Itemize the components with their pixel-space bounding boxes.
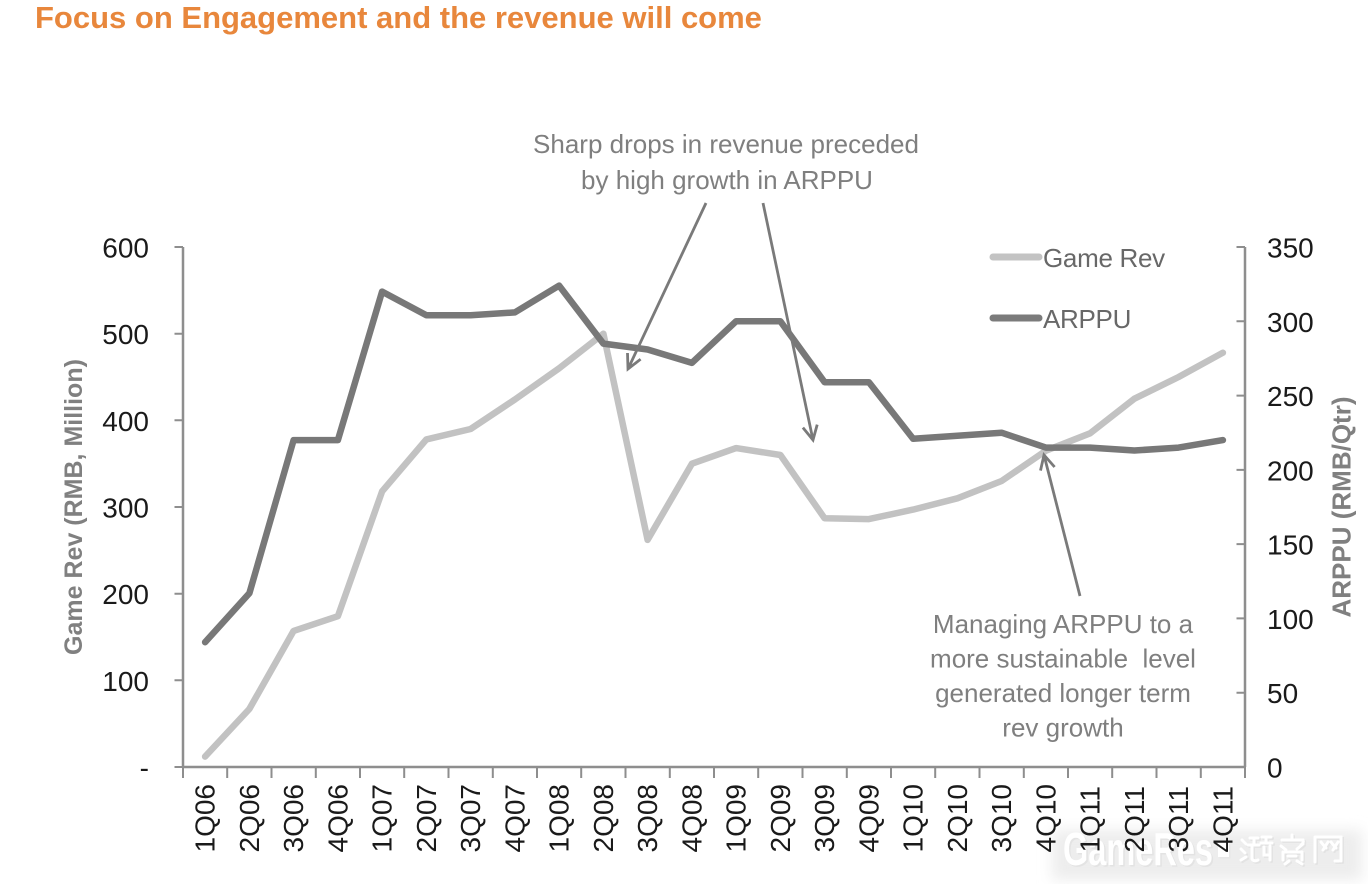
- svg-text:Sharp drops in revenue precede: Sharp drops in revenue preceded: [533, 129, 919, 159]
- svg-text:generated longer term: generated longer term: [935, 678, 1191, 708]
- svg-text:Game Rev: Game Rev: [1043, 243, 1165, 273]
- svg-text:1Q09: 1Q09: [721, 784, 752, 853]
- svg-text:1Q06: 1Q06: [190, 784, 221, 853]
- svg-text:1Q07: 1Q07: [367, 784, 398, 853]
- svg-text:Focus on Engagement and the re: Focus on Engagement and the revenue will…: [35, 0, 762, 35]
- svg-text:by high growth in ARPPU: by high growth in ARPPU: [581, 165, 873, 195]
- svg-text:3Q08: 3Q08: [632, 784, 663, 853]
- svg-text:3Q09: 3Q09: [809, 784, 840, 853]
- svg-text:Managing ARPPU to a: Managing ARPPU to a: [933, 609, 1194, 639]
- svg-text:ARPPU: ARPPU: [1043, 304, 1131, 334]
- svg-text:200: 200: [102, 579, 149, 610]
- svg-text:2Q11: 2Q11: [1119, 786, 1150, 852]
- svg-text:3Q07: 3Q07: [455, 784, 486, 853]
- svg-text:4Q11: 4Q11: [1207, 786, 1238, 852]
- svg-text:350: 350: [1267, 233, 1314, 264]
- svg-text:4Q10: 4Q10: [1030, 784, 1061, 853]
- svg-text:1Q08: 1Q08: [544, 784, 575, 853]
- svg-text:3Q06: 3Q06: [278, 784, 309, 853]
- svg-text:100: 100: [102, 666, 149, 697]
- svg-text:500: 500: [102, 319, 149, 350]
- svg-text:2Q07: 2Q07: [411, 784, 442, 853]
- svg-text:400: 400: [102, 406, 149, 437]
- svg-text:4Q08: 4Q08: [676, 784, 707, 853]
- svg-text:2Q08: 2Q08: [588, 784, 619, 853]
- svg-text:GameRes: GameRes: [1063, 823, 1213, 875]
- svg-text:3Q11: 3Q11: [1163, 786, 1194, 852]
- svg-text:4Q06: 4Q06: [322, 784, 353, 853]
- svg-text:50: 50: [1267, 678, 1298, 709]
- svg-text:250: 250: [1267, 381, 1314, 412]
- svg-text:100: 100: [1267, 604, 1314, 635]
- svg-text:0: 0: [1267, 753, 1283, 784]
- svg-text:2Q09: 2Q09: [765, 784, 796, 853]
- svg-text:-: -: [140, 753, 149, 784]
- svg-text:2Q06: 2Q06: [234, 784, 265, 853]
- svg-text:more sustainable level: more sustainable level: [930, 644, 1196, 674]
- svg-text:ARPPU (RMB/Qtr): ARPPU (RMB/Qtr): [1327, 397, 1357, 618]
- svg-text:300: 300: [1267, 307, 1314, 338]
- svg-text:Game Rev (RMB, Million): Game Rev (RMB, Million): [60, 359, 88, 655]
- svg-text:1Q11: 1Q11: [1075, 786, 1106, 852]
- svg-text:200: 200: [1267, 455, 1314, 486]
- svg-text:GameRes: GameRes: [1065, 825, 1215, 877]
- svg-text:4Q09: 4Q09: [853, 784, 884, 853]
- svg-text:2Q10: 2Q10: [942, 784, 973, 853]
- svg-text:600: 600: [102, 233, 149, 264]
- svg-text:3Q10: 3Q10: [986, 784, 1017, 853]
- svg-text:4Q07: 4Q07: [499, 784, 530, 853]
- svg-text:150: 150: [1267, 530, 1314, 561]
- svg-text:rev growth: rev growth: [1002, 713, 1123, 743]
- svg-text:300: 300: [102, 493, 149, 524]
- svg-text:1Q10: 1Q10: [898, 784, 929, 853]
